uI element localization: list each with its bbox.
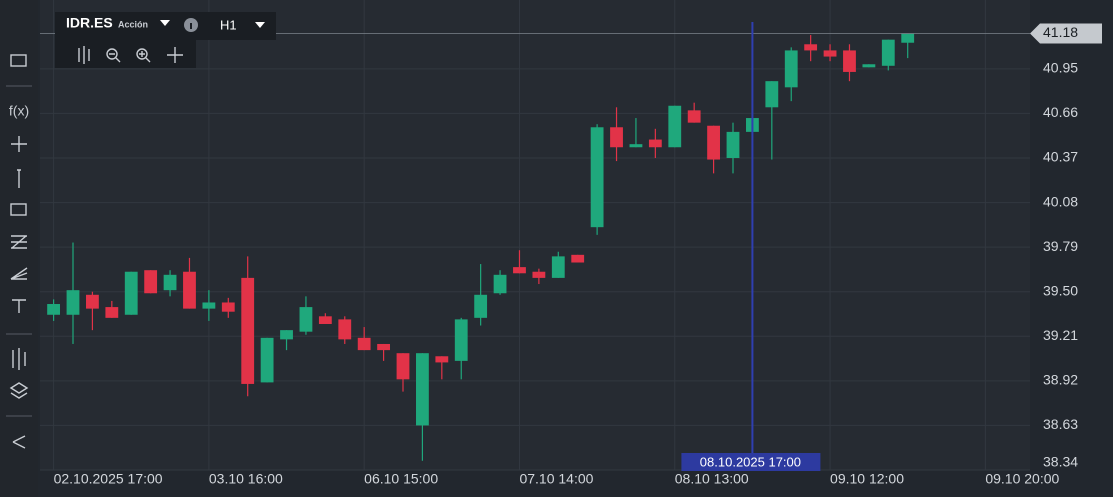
candle-body [241,277,255,384]
zoom-in-glyph [139,51,151,63]
x-tick-label: 02.10.2025 17:00 [54,471,163,487]
crosshair-label-bg [681,453,821,471]
symbol[interactable]: IDR.ES [66,15,113,31]
zoom-out[interactable] [106,48,118,60]
candle-body [357,337,371,351]
candle-body [765,81,779,108]
x-tick-label: 03.10 16:00 [209,471,283,487]
pan-icon[interactable] [167,47,183,63]
last-price-label: 41.18 [1043,24,1078,40]
x-tick-label: 08.10 13:00 [675,471,749,487]
candle-body [843,50,856,72]
candle-body [396,353,410,380]
toolbar: f(x) [0,0,38,497]
y-tick-label: 40.66 [1043,104,1078,120]
candle-body [163,274,177,291]
candle-body [377,343,390,351]
candle-body [47,304,60,315]
candle-body [881,39,895,66]
candle-body [144,270,158,294]
candle-body [105,307,119,318]
candles-icon[interactable] [78,46,90,64]
x-tick-label: 09.10 12:00 [830,471,904,487]
y-tick-label: 40.95 [1043,60,1078,76]
candle-body [862,64,876,68]
candle-body [318,316,332,324]
candle-body [221,302,235,312]
y-tick-label: 39.21 [1043,327,1078,343]
candle-body [726,131,740,159]
y-tick-label: 38.92 [1043,372,1078,388]
indicator-tool[interactable]: f(x) [9,103,29,119]
y-tick-label: 38.34 [1043,454,1078,470]
candle-body [823,50,837,57]
y-tick-label: 39.50 [1043,282,1078,298]
candle-body [124,271,138,315]
candle-body [260,337,274,383]
x-tick-label: 06.10 15:00 [364,471,438,487]
layers-tool[interactable] [9,382,29,399]
candle-body [183,271,196,309]
fan-tool[interactable] [10,267,28,280]
text-tool[interactable] [12,299,26,313]
y-tick-label: 39.79 [1043,238,1078,254]
candle-body [474,294,488,318]
x-tick-label: 07.10 14:00 [519,471,593,487]
plot-bg [40,0,1030,470]
candle-body [707,125,720,160]
candle-body [629,144,643,148]
zoom-in[interactable] [136,48,148,60]
share-tool[interactable] [12,435,26,449]
candle-body [416,353,429,426]
candle-body [784,50,798,88]
candle-body [687,110,701,123]
candle-body [454,319,468,361]
plot: 40.95 40.66 40.37 40.08 39.79 39.50 39.21 38.92… [40,0,1102,487]
symbol-dropdown[interactable] [160,20,170,26]
rectangle-tool[interactable] [10,203,27,216]
timeframe[interactable]: H1 [220,17,237,32]
layout-tool[interactable] [10,54,27,67]
candle-body [668,105,682,148]
candle-body [338,319,352,340]
y-tick-label: 40.08 [1043,193,1078,209]
candle-body [66,290,80,315]
line-tool[interactable] [17,169,21,188]
last-price-marker [1030,23,1102,44]
info-glyph [190,23,192,29]
candle-body [86,294,99,309]
y-tick-label: 40.37 [1043,149,1078,165]
candle-body [571,254,585,263]
asset-type: Acción [118,19,148,29]
crosshair-label: 08.10.2025 17:00 [700,454,801,469]
candle-body [648,139,662,148]
x-tick-label: 09.10 20:00 [985,471,1059,487]
header: IDR.ES Acción H1 [55,12,276,68]
chart-type-tool[interactable] [12,348,26,370]
candle-body [590,127,604,228]
candle-body [551,256,565,278]
candle-body [202,302,216,309]
candle-body [299,307,313,332]
candle-body [610,127,623,148]
candle-body [901,33,915,43]
candle-body [435,356,449,363]
candle-body [804,44,818,51]
candle-body [513,267,526,274]
fibonacci-tool[interactable] [11,235,27,249]
candle-body [532,271,546,278]
header-bg [55,12,276,40]
zoom-out-glyph [109,53,121,63]
candle-body [280,330,293,340]
crosshair-tool[interactable] [11,136,27,152]
candle-body [493,274,507,294]
y-tick-label: 38.63 [1043,416,1078,432]
timeframe-dropdown[interactable] [255,22,265,28]
